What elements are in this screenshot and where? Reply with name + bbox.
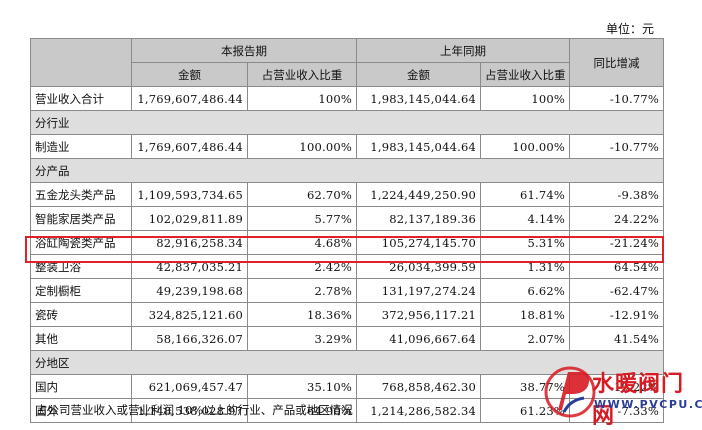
prev-amount: 1,214,286,582.34 (356, 398, 481, 423)
cur-amount: 102,029,811.89 (131, 206, 248, 231)
row-label: 智能家居类产品 (30, 206, 132, 231)
row-label: 国内 (30, 374, 132, 399)
cur-share: 100.00% (247, 134, 357, 159)
table-row: 浴缸陶瓷类产品 82,916,258.34 4.68% 105,274,145.… (30, 230, 664, 255)
cur-amount: 621,069,457.47 (131, 374, 248, 399)
yoy-change: 41.54% (569, 326, 664, 351)
cur-amount: 49,239,198.68 (131, 278, 248, 303)
row-label: 瓷砖 (30, 302, 132, 327)
header-prior-period: 上年同期 (356, 38, 570, 63)
total-cur-share: 100% (247, 86, 357, 111)
cur-amount: 82,916,258.34 (131, 230, 248, 255)
section-region-label: 分地区 (30, 350, 664, 375)
prev-amount: 1,224,449,250.90 (356, 182, 481, 207)
row-label: 五金龙头类产品 (30, 182, 132, 207)
table-row: 定制橱柜 49,239,198.68 2.78% 131,197,274.24 … (30, 278, 664, 303)
prev-share: 4.14% (480, 206, 570, 231)
cur-amount: 1,769,607,486.44 (131, 134, 248, 159)
table-row: 五金龙头类产品 1,109,593,734.65 62.70% 1,224,44… (30, 182, 664, 207)
prev-share: 2.07% (480, 326, 570, 351)
header-current-period: 本报告期 (131, 38, 357, 63)
section-industry: 分行业 (30, 110, 664, 135)
table-row: 制造业 1,769,607,486.44 100.00% 1,983,145,0… (30, 134, 664, 159)
prev-share: 100.00% (480, 134, 570, 159)
table-row: 瓷砖 324,825,121.60 18.36% 372,956,117.21 … (30, 302, 664, 327)
header-prev-amount: 金额 (356, 62, 481, 87)
yoy-change: -12.91% (569, 302, 664, 327)
cur-share: 18.36% (247, 302, 357, 327)
cur-amount: 1,109,593,734.65 (131, 182, 248, 207)
total-yoy: -10.77% (569, 86, 664, 111)
prev-share: 6.62% (480, 278, 570, 303)
header-yoy: 同比增减 (569, 38, 664, 87)
yoy-change: 24.22% (569, 206, 664, 231)
unit-label: 单位：元 (605, 22, 654, 36)
prev-amount: 82,137,189.36 (356, 206, 481, 231)
footnote: 占公司营业收入或营业利润 10%以上的行业、产品或地区情况 (36, 403, 353, 417)
yoy-change: -9.38% (569, 182, 664, 207)
total-row: 营业收入合计 1,769,607,486.44 100% 1,983,145,0… (30, 86, 664, 111)
total-label: 营业收入合计 (30, 86, 132, 111)
cur-amount: 324,825,121.60 (131, 302, 248, 327)
prev-amount: 131,197,274.24 (356, 278, 481, 303)
header-prev-share: 占营业收入比重 (480, 62, 570, 87)
section-industry-label: 分行业 (30, 110, 664, 135)
total-cur-amount: 1,769,607,486.44 (131, 86, 248, 111)
prev-share: 5.31% (480, 230, 570, 255)
header-row-2: 金额 占营业收入比重 金额 占营业收入比重 (31, 62, 664, 87)
prev-amount: 41,096,667.64 (356, 326, 481, 351)
header-row-1: 本报告期 上年同期 同比增减 (30, 38, 664, 87)
table-row: 智能家居类产品 102,029,811.89 5.77% 82,137,189.… (30, 206, 664, 231)
row-label: 制造业 (30, 134, 132, 159)
prev-amount: 26,034,399.59 (356, 254, 481, 279)
header-cur-amount: 金额 (131, 62, 248, 87)
header-blank (30, 38, 132, 87)
row-label: 整装卫浴 (30, 254, 132, 279)
table-row-highlighted: 整装卫浴 42,837,035.21 2.42% 26,034,399.59 1… (30, 254, 664, 279)
yoy-change: -10.77% (569, 134, 664, 159)
prev-share: 61.74% (480, 182, 570, 207)
table-row: 国外 1,148,538,028.97 64.90% 1,214,286,582… (30, 398, 664, 423)
watermark-logo-icon (544, 366, 596, 418)
section-region: 分地区 (30, 350, 664, 375)
cur-amount: 42,837,035.21 (131, 254, 248, 279)
cur-amount: 58,166,326.07 (131, 326, 248, 351)
prev-share: 18.81% (480, 302, 570, 327)
yoy-change: -62.47% (569, 278, 664, 303)
prev-share: 1.31% (480, 254, 570, 279)
table-row: 其他 58,166,326.07 3.29% 41,096,667.64 2.0… (30, 326, 664, 351)
section-product-label: 分产品 (30, 158, 664, 183)
prev-amount: 1,983,145,044.64 (356, 134, 481, 159)
cur-share: 2.78% (247, 278, 357, 303)
cur-share: 3.29% (247, 326, 357, 351)
row-label: 浴缸陶瓷类产品 (30, 230, 132, 255)
cur-share: 5.77% (247, 206, 357, 231)
section-product: 分产品 (30, 158, 664, 183)
row-label: 国外 (30, 398, 132, 423)
cur-share: 62.70% (247, 182, 357, 207)
cur-share: 4.68% (247, 230, 357, 255)
watermark-url: WWW.PVCPU.COM (594, 398, 702, 411)
row-label: 其他 (30, 326, 132, 351)
row-label: 定制橱柜 (30, 278, 132, 303)
cur-share: 64.90% (247, 398, 357, 423)
cur-share: 2.42% (247, 254, 357, 279)
header-cur-share: 占营业收入比重 (247, 62, 357, 87)
prev-share: 38.77% (480, 374, 570, 399)
prev-amount: 105,274,145.70 (356, 230, 481, 255)
total-prev-share: 100% (480, 86, 570, 111)
cur-share: 35.10% (247, 374, 357, 399)
total-prev-amount: 1,983,145,044.64 (356, 86, 481, 111)
yoy-change: 64.54% (569, 254, 664, 279)
prev-amount: 768,858,462.30 (356, 374, 481, 399)
yoy-change: -21.24% (569, 230, 664, 255)
prev-amount: 372,956,117.21 (356, 302, 481, 327)
